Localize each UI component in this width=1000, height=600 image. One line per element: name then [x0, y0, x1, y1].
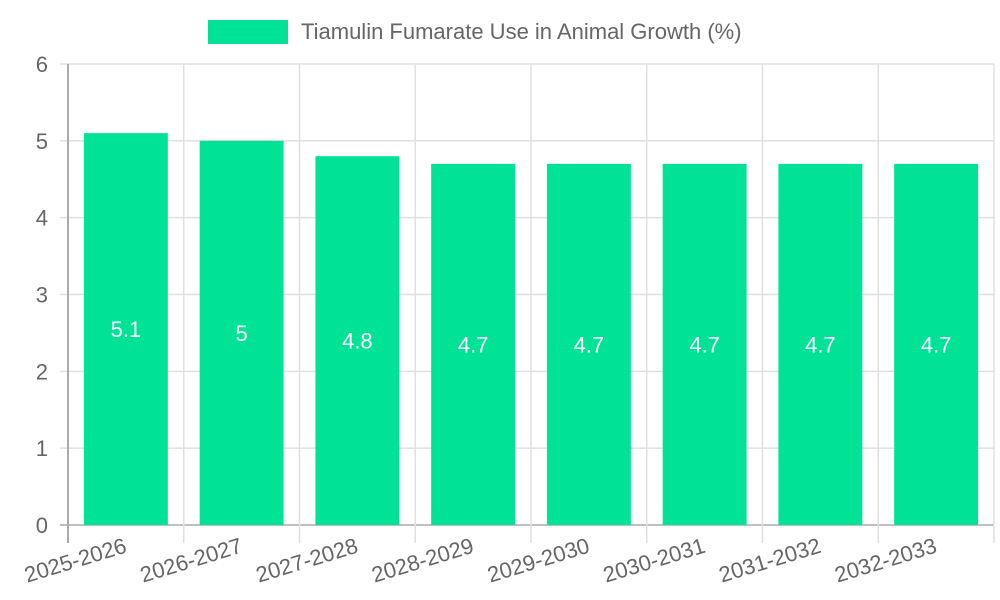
x-tick-label: 2027-2028	[253, 533, 361, 588]
bar-value-label: 4.7	[805, 332, 836, 357]
x-tick-label: 2031-2032	[716, 533, 824, 588]
bar-value-label: 4.7	[458, 332, 489, 357]
legend-swatch	[208, 20, 288, 44]
y-tick-label: 5	[36, 129, 48, 154]
x-tick-label: 2032-2033	[832, 533, 940, 588]
bar[interactable]	[199, 140, 284, 526]
bar-value-label: 5	[236, 321, 248, 346]
bar-value-label: 5.1	[111, 317, 142, 342]
bar[interactable]	[778, 163, 863, 525]
bar[interactable]	[431, 163, 516, 525]
bar-series	[83, 133, 979, 526]
x-tick-label: 2029-2030	[484, 533, 592, 588]
bar[interactable]	[546, 163, 631, 525]
bar[interactable]	[894, 163, 979, 525]
data-labels: 5.1 5 4.8 4.7 4.7 4.7 4.7 4.7	[111, 317, 952, 357]
y-axis: 0 1 2 3 4 5 6	[36, 52, 48, 538]
x-tick-label: 2026-2027	[137, 533, 245, 588]
bar-value-label: 4.7	[574, 332, 605, 357]
chart-legend[interactable]: Tiamulin Fumarate Use in Animal Growth (…	[208, 18, 742, 46]
bar-value-label: 4.7	[921, 332, 952, 357]
y-tick-label: 0	[36, 513, 48, 538]
y-tick-label: 2	[36, 359, 48, 384]
y-tick-label: 1	[36, 436, 48, 461]
bar[interactable]	[83, 133, 168, 525]
x-axis: 2025-2026 2026-2027 2027-2028 2028-2029 2029…	[21, 533, 939, 588]
bar-value-label: 4.7	[689, 332, 720, 357]
y-tick-label: 4	[36, 206, 48, 231]
bar-value-label: 4.8	[342, 329, 373, 354]
bar[interactable]	[315, 156, 400, 525]
x-tick-label: 2030-2031	[600, 533, 708, 588]
legend-label: Tiamulin Fumarate Use in Animal Growth (…	[301, 19, 742, 44]
bar[interactable]	[662, 163, 747, 525]
x-tick-label: 2025-2026	[21, 533, 129, 588]
x-tick-label: 2028-2029	[369, 533, 477, 588]
y-tick-label: 3	[36, 283, 48, 308]
y-tick-label: 6	[36, 52, 48, 77]
